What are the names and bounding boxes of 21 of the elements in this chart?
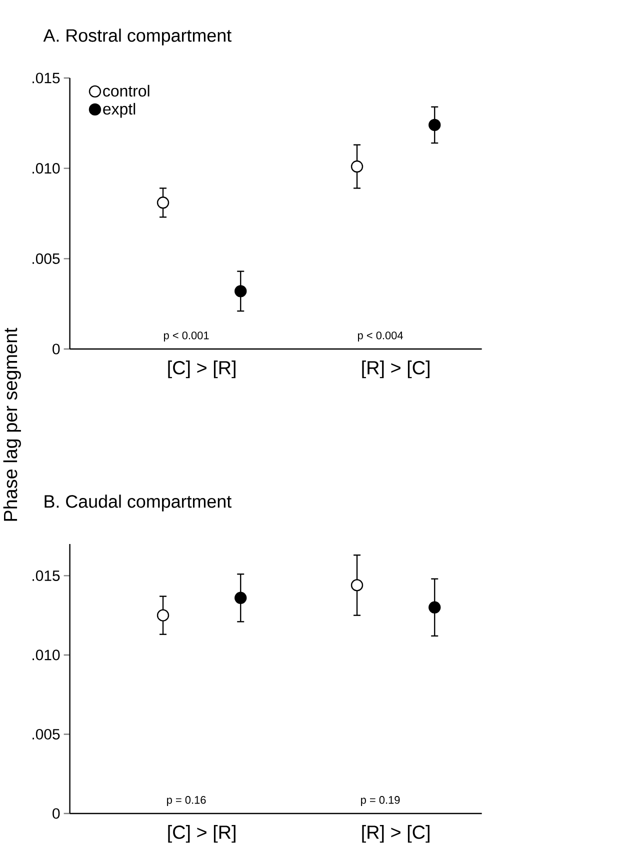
x-tick-label: [R] > [C] bbox=[362, 360, 430, 378]
y-tick-label: .015 bbox=[32, 72, 60, 84]
y-tick-label: .015 bbox=[32, 570, 60, 581]
legend-label: exptl bbox=[103, 102, 136, 118]
legend-label: control bbox=[103, 84, 150, 97]
y-tick-label: .005 bbox=[32, 728, 60, 740]
y-axis-title: Phase lag per segment bbox=[3, 328, 22, 521]
y-tick-label: 0 bbox=[52, 344, 60, 354]
chart-title: B. Caudal compartment bbox=[44, 494, 232, 512]
annotation: p = 0.19 bbox=[361, 796, 400, 806]
annotation: p < 0.001 bbox=[164, 332, 209, 342]
x-tick-label: [C] > [R] bbox=[168, 825, 236, 843]
y-tick-label: .010 bbox=[32, 163, 60, 174]
annotation: p < 0.004 bbox=[358, 332, 404, 342]
annotation: p = 0.16 bbox=[167, 796, 206, 806]
x-tick-label: [R] > [C] bbox=[362, 825, 430, 843]
y-tick-label: .010 bbox=[32, 650, 60, 660]
x-tick-label: [C] > [R] bbox=[168, 360, 236, 378]
chart-title: A. Rostral compartment bbox=[43, 28, 232, 46]
y-tick-label: .005 bbox=[32, 253, 60, 264]
y-tick-label: 0 bbox=[52, 808, 60, 819]
